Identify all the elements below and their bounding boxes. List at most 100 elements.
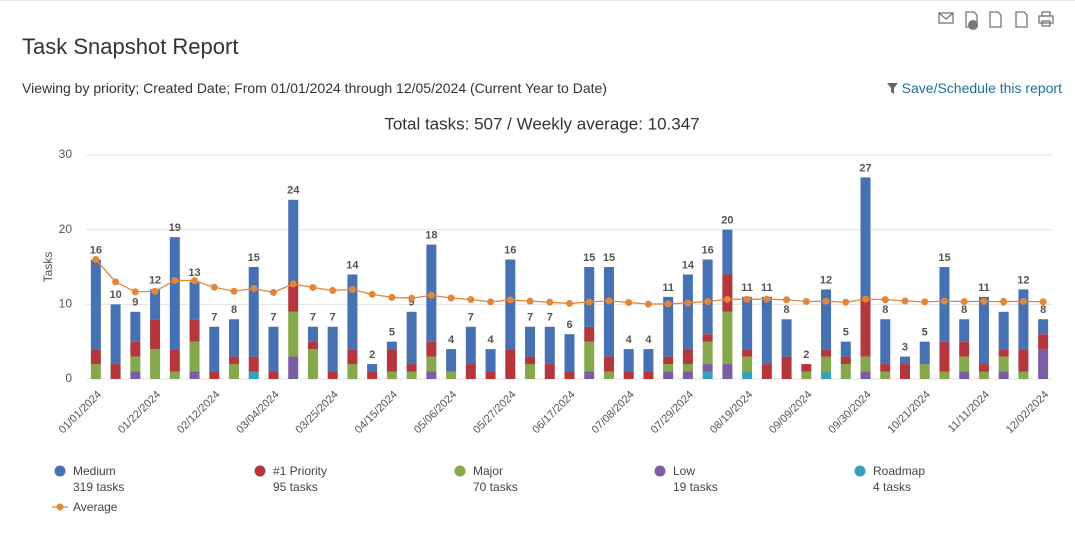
image-icon[interactable] — [1015, 11, 1028, 28]
x-tick-label: 01/22/2024 — [116, 389, 163, 436]
data-label: 5 — [922, 327, 928, 339]
x-tick-label: 04/15/2024 — [353, 389, 400, 436]
average-marker — [842, 298, 850, 306]
bar-segment — [998, 371, 1009, 379]
legend-label: Major — [473, 464, 503, 478]
bar-segment — [130, 371, 141, 379]
legend-swatch — [54, 465, 66, 477]
legend-label: Low — [673, 464, 695, 478]
data-label: 11 — [741, 282, 753, 294]
bar-segment — [189, 341, 200, 372]
x-tick-label: 09/09/2024 — [767, 389, 814, 436]
data-label: 7 — [270, 312, 276, 324]
data-label: 5 — [843, 327, 849, 339]
data-label: 7 — [330, 312, 336, 324]
average-marker — [546, 298, 554, 306]
bar-segment — [939, 371, 950, 379]
bar-segment — [722, 274, 733, 312]
data-label: 14 — [682, 259, 695, 271]
bar-segment — [169, 371, 180, 379]
average-marker — [1000, 298, 1008, 306]
bar-segment — [229, 364, 240, 379]
excel-icon[interactable] — [965, 11, 978, 28]
bar-segment — [564, 334, 575, 372]
bar-segment — [761, 364, 772, 379]
x-tick-label: 03/04/2024 — [234, 389, 281, 436]
bar-segment — [327, 326, 338, 372]
bar-segment — [919, 341, 930, 365]
bar-segment — [682, 364, 693, 372]
bar-segment — [742, 356, 753, 372]
data-label: 15 — [603, 252, 615, 264]
bar-segment — [229, 356, 240, 365]
data-label: 20 — [721, 215, 733, 227]
x-tick-label: 12/02/2024 — [1004, 389, 1051, 436]
bar-segment — [150, 289, 161, 320]
bar-segment — [939, 341, 950, 372]
bar-segment — [150, 319, 161, 350]
link-text[interactable]: Save/Schedule this report — [901, 80, 1062, 96]
legend-label: Average — [73, 500, 118, 514]
data-label: 4 — [448, 334, 455, 346]
legend-count: 319 tasks — [73, 480, 124, 494]
bar-segment — [426, 371, 437, 379]
bar-segment — [505, 349, 516, 379]
bar-segment — [130, 356, 141, 372]
bar-segment — [821, 289, 832, 350]
legend-swatch — [854, 465, 866, 477]
bar-segment — [386, 341, 397, 350]
bar-segment — [821, 349, 832, 357]
data-label: 7 — [310, 312, 316, 324]
bar-segment — [978, 296, 989, 365]
data-label: 4 — [645, 334, 652, 346]
bar-segment — [682, 274, 693, 350]
legend-swatch — [654, 465, 666, 477]
data-label: 2 — [803, 349, 809, 361]
x-tick-label: 08/19/2024 — [708, 389, 755, 436]
bar-segment — [347, 349, 358, 365]
data-label: 8 — [1040, 304, 1046, 316]
data-label: 2 — [369, 349, 375, 361]
average-marker — [329, 287, 337, 295]
bar-segment — [189, 281, 200, 320]
bar-segment — [525, 326, 536, 357]
average-marker — [388, 293, 396, 301]
bar-segment — [525, 364, 536, 379]
data-label: 8 — [231, 304, 237, 316]
average-marker — [862, 295, 870, 303]
report-title: Task Snapshot Report — [22, 34, 239, 59]
email-icon[interactable] — [938, 12, 954, 24]
bar-segment — [998, 356, 1009, 372]
bar-segment — [446, 349, 457, 372]
x-tick-label: 07/29/2024 — [649, 389, 696, 436]
bar-segment — [821, 371, 832, 379]
bar-segment — [702, 364, 713, 372]
bar-segment — [426, 341, 437, 357]
bar-segment — [248, 356, 259, 372]
bar-segment — [347, 364, 358, 379]
bar-segment — [327, 371, 338, 379]
bar-segment — [998, 349, 1009, 357]
bar-segment — [603, 371, 614, 379]
data-label: 13 — [188, 267, 200, 279]
pdf-icon[interactable] — [989, 11, 1002, 28]
bar-segment — [998, 311, 1009, 350]
bar-segment — [189, 319, 200, 342]
average-marker — [427, 291, 435, 299]
legend-count: 70 tasks — [473, 480, 518, 494]
bar-segment — [307, 341, 318, 350]
data-label: 14 — [346, 259, 359, 271]
bar-segment — [702, 371, 713, 379]
bar-segment — [229, 319, 240, 357]
legend-line-marker — [56, 503, 64, 511]
bar-segment — [307, 349, 318, 379]
save-schedule-link[interactable]: Save/Schedule this report — [886, 80, 1062, 96]
bar-segment — [801, 364, 812, 372]
x-tick-label: 11/11/2024 — [946, 389, 992, 435]
bar-segment — [860, 296, 871, 357]
average-marker — [506, 296, 514, 304]
bar-segment — [525, 356, 536, 365]
data-label: 16 — [90, 244, 102, 256]
bar-segment — [840, 341, 851, 357]
